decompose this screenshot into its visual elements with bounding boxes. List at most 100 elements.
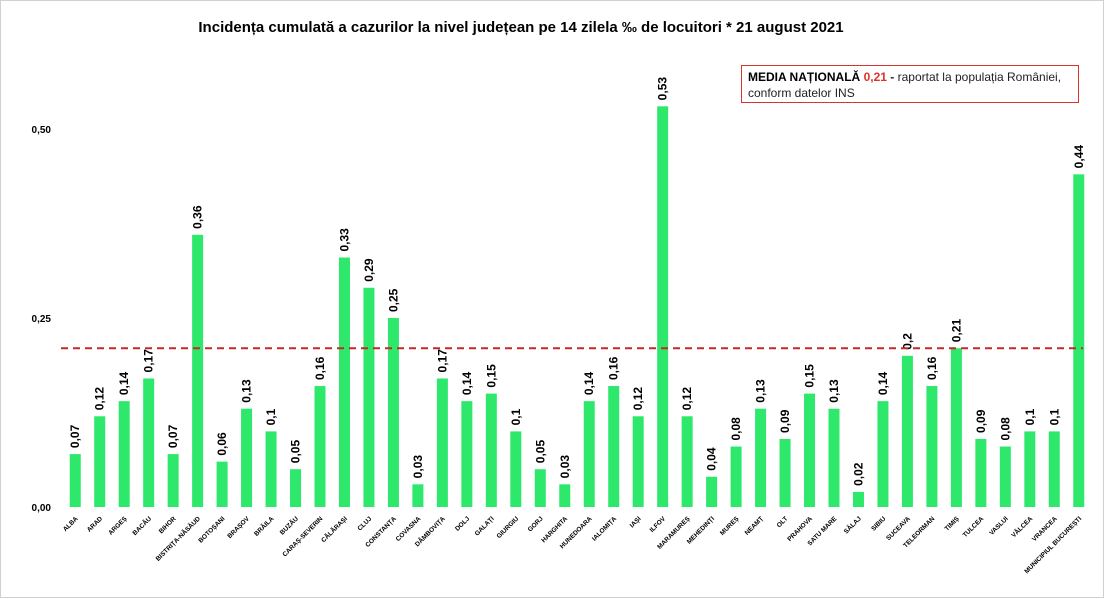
bar [1048, 431, 1060, 507]
bar [314, 386, 326, 507]
bar [926, 386, 938, 507]
category-label: MUREȘ [719, 515, 741, 537]
bar [975, 438, 987, 507]
bar [804, 393, 816, 507]
category-label: TIMIȘ [944, 515, 962, 533]
bar [681, 416, 693, 507]
category-label: ARAD [86, 515, 104, 533]
value-label: 0,16 [313, 356, 327, 380]
bar [852, 491, 864, 507]
value-label: 0,06 [215, 432, 229, 456]
bar [412, 484, 424, 507]
annotation-label: MEDIA NAȚIONALĂ [748, 70, 861, 84]
bar [192, 234, 204, 507]
value-label: 0,12 [631, 387, 645, 411]
annotation-value: 0,21 [863, 70, 887, 84]
value-label: 0,16 [925, 356, 939, 380]
value-label: 0,21 [949, 319, 963, 343]
category-label: SĂLAJ [841, 514, 863, 536]
value-label: 0,25 [386, 288, 400, 312]
category-label: ILFOV [649, 515, 668, 534]
value-label: 0,05 [533, 440, 547, 464]
value-label: 0,07 [166, 424, 180, 448]
category-label: IAȘI [629, 515, 643, 529]
value-label: 0,1 [1047, 408, 1061, 425]
y-tick-label: 0,50 [32, 125, 52, 136]
value-label: 0,14 [582, 371, 596, 395]
value-label: 0,12 [680, 387, 694, 411]
category-label: IALOMIȚA [591, 515, 618, 542]
bar [901, 355, 913, 507]
value-label: 0,13 [240, 379, 254, 403]
chart-title: Incidența cumulată a cazurilor la nivel … [198, 19, 844, 36]
bar [241, 408, 253, 507]
annotation-text-2: conform datelor INS [748, 86, 855, 100]
value-label: 0,53 [656, 77, 670, 101]
bar [510, 431, 522, 507]
category-label: BUZĂU [277, 514, 300, 537]
bar [1024, 431, 1036, 507]
value-label: 0,09 [974, 409, 988, 433]
value-label: 0,1 [509, 408, 523, 425]
category-label: NEAMȚ [744, 515, 765, 536]
value-label: 0,33 [337, 228, 351, 252]
category-label: GALAȚI [474, 515, 496, 537]
value-label: 0,02 [851, 462, 865, 486]
bar [730, 446, 742, 507]
value-label: 0,14 [460, 371, 474, 395]
value-label: 0,03 [411, 455, 425, 479]
value-label: 0,1 [1023, 408, 1037, 425]
bar [216, 461, 228, 507]
category-label: BRAȘOV [226, 515, 251, 540]
bar [877, 401, 889, 507]
bar [143, 378, 155, 507]
bar [999, 446, 1011, 507]
value-label: 0,12 [93, 387, 107, 411]
category-label: TULCEA [962, 515, 986, 539]
bar [779, 438, 791, 507]
category-label: BACĂU [130, 514, 153, 537]
value-label: 0,17 [435, 349, 449, 373]
category-label: BIHOR [158, 515, 178, 535]
category-label: ARGEȘ [107, 515, 129, 537]
bar [290, 469, 302, 507]
annotation-text-1: raportat la populația României, [897, 70, 1062, 84]
bar [167, 454, 179, 507]
category-label: CĂLĂRAȘI [319, 514, 349, 544]
category-label: ALBA [62, 515, 80, 533]
national-average-annotation: MEDIA NAȚIONALĂ 0,21 - raportat la popul… [741, 65, 1079, 103]
bar [828, 408, 840, 507]
value-label: 0,09 [778, 409, 792, 433]
category-label: DOLJ [454, 515, 471, 532]
bar [461, 401, 473, 507]
category-label: BRĂILA [252, 514, 276, 538]
bar [94, 416, 106, 507]
bar [632, 416, 644, 507]
bar [1073, 174, 1085, 508]
value-label: 0,15 [803, 364, 817, 388]
bar [118, 401, 130, 507]
y-tick-label: 0,25 [32, 314, 52, 325]
bar [338, 257, 350, 507]
bar [436, 378, 448, 507]
value-label: 0,15 [484, 364, 498, 388]
bar [559, 484, 571, 507]
value-label: 0,07 [68, 424, 82, 448]
category-label: VASLUI [988, 515, 1010, 537]
bar [950, 348, 962, 507]
value-label: 0,1 [264, 408, 278, 425]
value-label: 0,16 [607, 356, 621, 380]
value-label: 0,08 [729, 417, 743, 441]
bar [706, 476, 718, 507]
category-label: GIURGIU [496, 515, 521, 540]
value-label: 0,2 [900, 333, 914, 350]
value-label: 0,36 [191, 205, 205, 229]
bar [583, 401, 595, 507]
category-label: BISTRIȚA-NĂSĂUD [153, 514, 202, 563]
value-label: 0,14 [117, 371, 131, 395]
bar [608, 386, 620, 507]
value-label: 0,03 [558, 455, 572, 479]
value-label: 0,05 [289, 440, 303, 464]
category-label: BOTOȘANI [197, 515, 226, 544]
